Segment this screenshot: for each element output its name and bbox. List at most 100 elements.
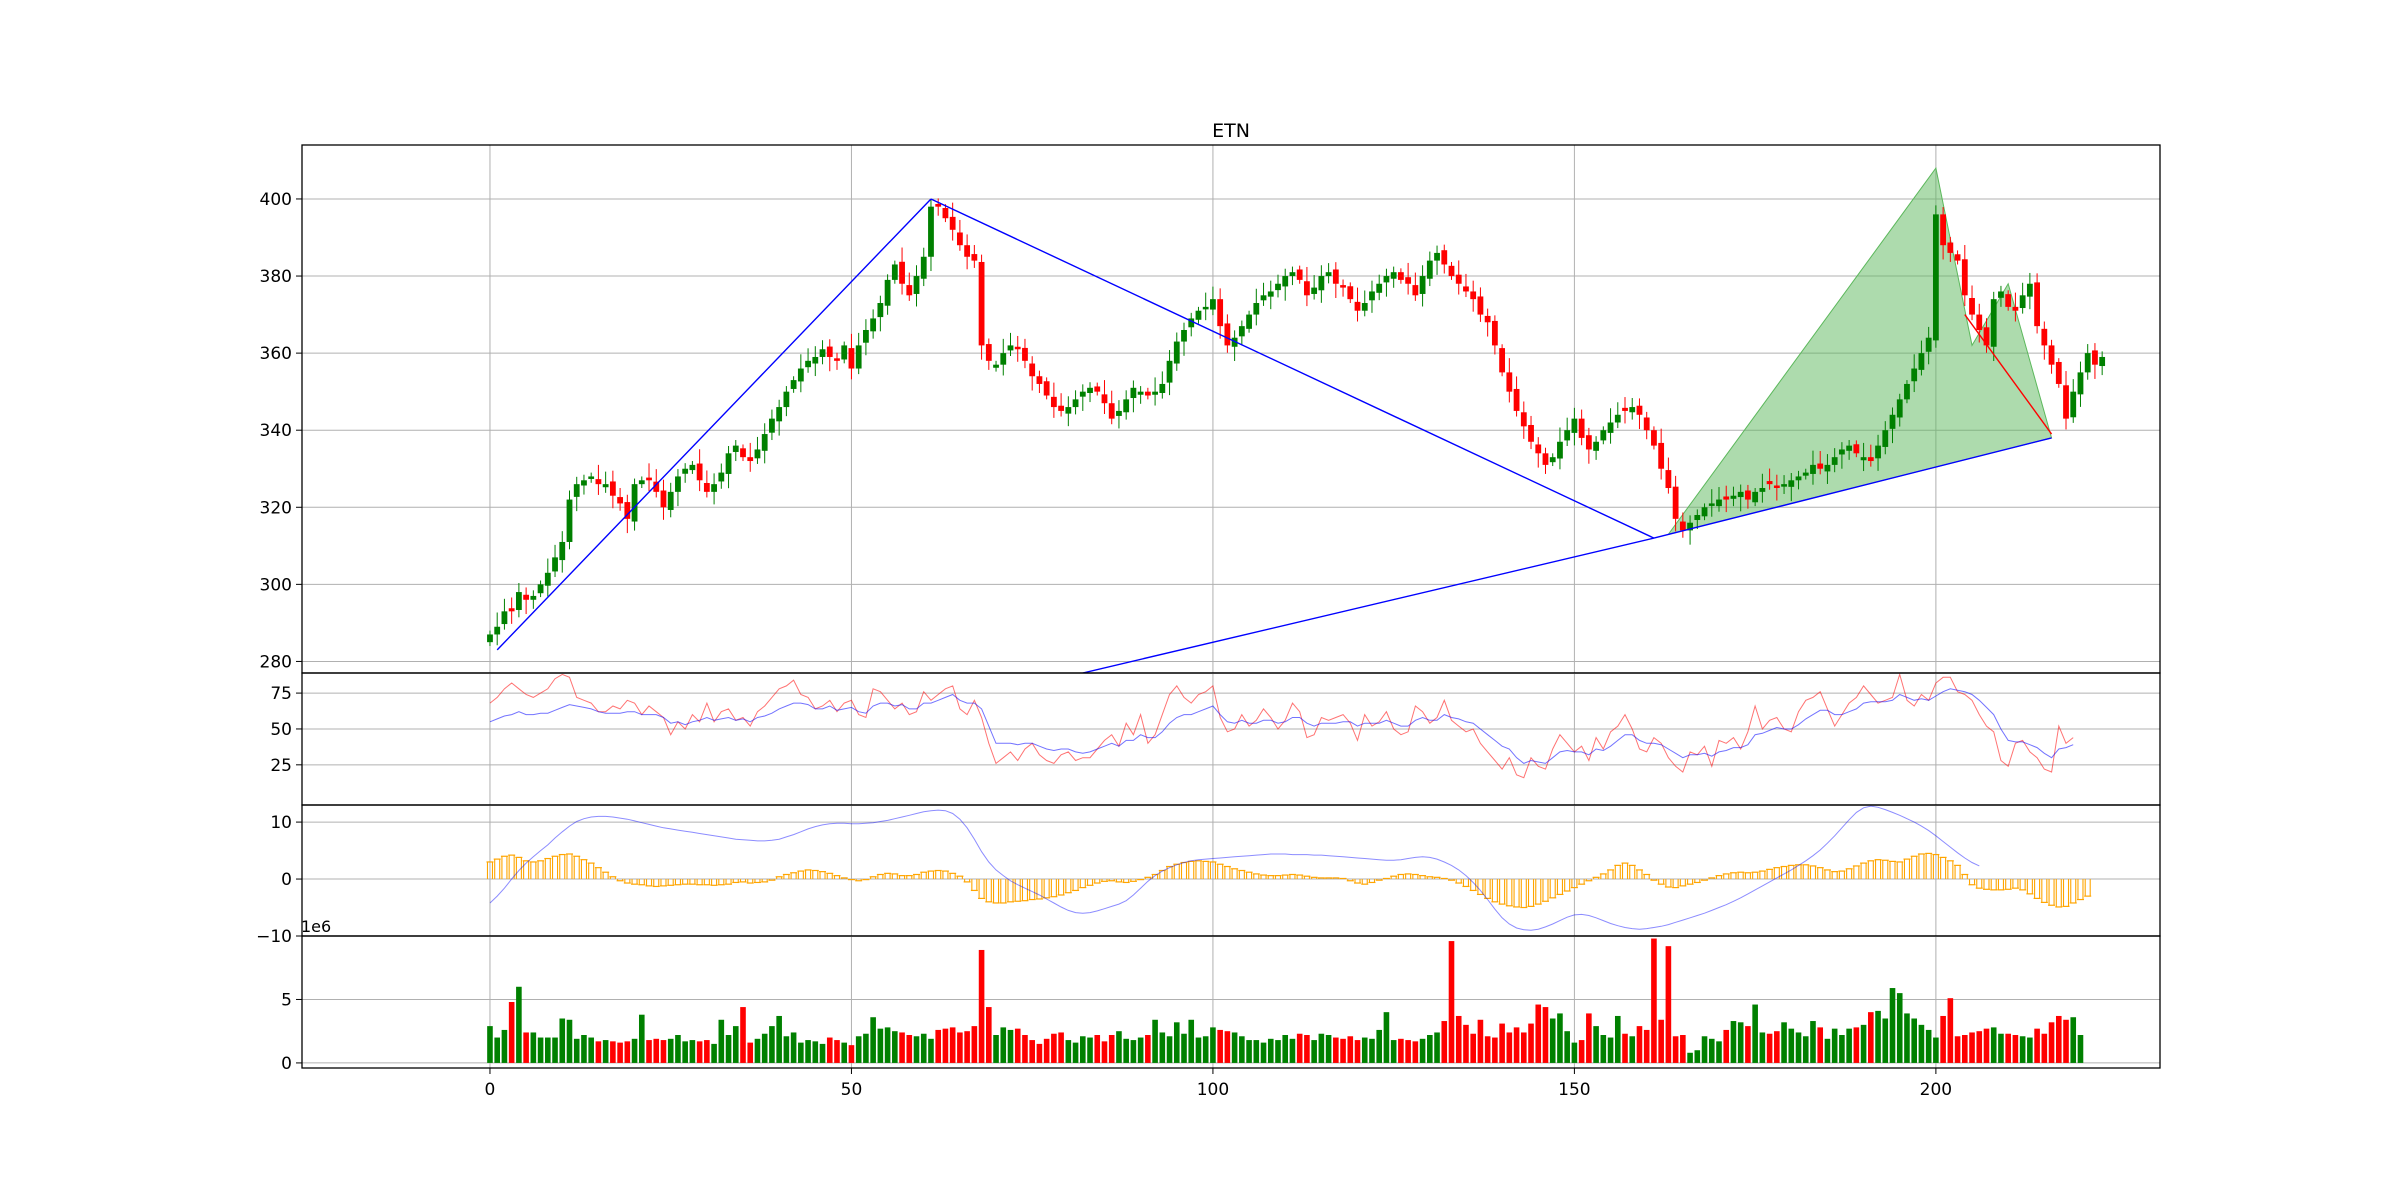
volume-bar [1774, 1031, 1780, 1063]
candle-up [884, 279, 891, 306]
volume-bar [812, 1041, 819, 1063]
volume-bar [516, 986, 522, 1063]
price-panel: 280 300 320 340 360 380 400 [260, 144, 2161, 674]
volume-bar [776, 1015, 782, 1063]
candle-down [1144, 391, 1151, 396]
volume-bar [1318, 1033, 1325, 1063]
volume-bar [964, 1031, 970, 1063]
price-ytick-label: 300 [260, 575, 292, 595]
volume-bar [1188, 1019, 1195, 1063]
volume-bar [2077, 1035, 2084, 1063]
volume-bar [790, 1032, 797, 1063]
trendline [930, 198, 1655, 539]
volume-bar [1123, 1038, 1129, 1063]
volume-bar [1376, 1029, 1383, 1063]
candle-down [646, 477, 652, 481]
candle-down [1622, 407, 1628, 411]
candle-up [1716, 499, 1722, 507]
price-ytick-label: 360 [260, 344, 292, 364]
volume-bar [1737, 1022, 1744, 1063]
volume-bar [1925, 1029, 1932, 1063]
candle-up [573, 484, 580, 497]
candle-down [2012, 306, 2019, 311]
candle-up [631, 484, 638, 522]
volume-bar [1976, 1031, 1983, 1063]
volume-bar [805, 1040, 811, 1063]
volume-bar [2012, 1035, 2019, 1063]
volume-bar [1933, 1037, 1939, 1063]
candle-up [1369, 291, 1375, 301]
candle-down [1043, 381, 1050, 396]
trendline [496, 198, 932, 651]
candle-up [1159, 383, 1166, 394]
volume-bar [1217, 1029, 1223, 1063]
volume-bar [1210, 1027, 1216, 1063]
candle-up [711, 484, 717, 492]
volume-bar [1145, 1035, 1151, 1063]
volume-bar [1990, 1027, 1997, 1063]
candle-down [1578, 418, 1585, 438]
candle-down [1405, 277, 1412, 284]
volume-bar [646, 1040, 652, 1063]
candle-down [523, 594, 530, 600]
volume-bar [1441, 1021, 1448, 1063]
volume-bar [1484, 1036, 1491, 1063]
volume-bar [1896, 993, 1903, 1063]
xtick-label: 100 [1197, 1080, 1229, 1100]
candle-up [1882, 430, 1889, 447]
volume-bar [1477, 1019, 1484, 1063]
x-axis: 0 50 100 150 200 [485, 1068, 1952, 1100]
candle-up [1614, 414, 1621, 423]
candle-down [1340, 285, 1346, 288]
macd-line [489, 805, 1980, 931]
volume-bar [1998, 1033, 2004, 1063]
macd-ytick-label: 0 [281, 870, 292, 890]
candle-up [732, 445, 739, 452]
volume-bar [617, 1042, 623, 1063]
candle-up [1181, 329, 1187, 342]
candle-up [769, 418, 775, 433]
candle-down [1296, 269, 1303, 280]
volume-bar [1260, 1042, 1267, 1063]
volume-bar [892, 1031, 898, 1063]
volume-bar [667, 1038, 674, 1063]
candle-down [1665, 470, 1672, 489]
candle-down [696, 463, 703, 481]
volume-bar [819, 1043, 826, 1063]
volume-bar [1846, 1028, 1852, 1063]
volume-bar [1600, 1035, 1607, 1063]
volume-bar [1246, 1040, 1252, 1063]
volume-bar [559, 1018, 566, 1063]
candle-up [1318, 276, 1325, 291]
rsi-ytick-label: 75 [270, 684, 292, 704]
volume-bar [1239, 1036, 1245, 1063]
volume-bar [1427, 1035, 1433, 1063]
volume-bar [1419, 1038, 1426, 1063]
rsi-panel: 25 50 75 [270, 672, 2161, 806]
candle-up [725, 453, 732, 474]
volume-bar [1333, 1037, 1339, 1063]
volume-bar [1463, 1024, 1469, 1063]
candle-up [1325, 272, 1332, 277]
candle-up [1361, 303, 1368, 311]
candle-down [1961, 259, 1968, 296]
candle-down [906, 285, 913, 296]
chart-title: ETN [1212, 120, 1250, 142]
volume-bar [913, 1036, 920, 1063]
candle-down [1636, 405, 1643, 415]
candle-down [942, 208, 949, 219]
volume-bar [732, 1026, 739, 1063]
volume-bar [1231, 1032, 1238, 1063]
volume-bar [949, 1027, 956, 1063]
candle-down [1723, 496, 1730, 500]
volume-bar [602, 1040, 609, 1063]
candle-up [675, 476, 681, 492]
candle-down [834, 358, 840, 361]
candle-down [1528, 424, 1534, 442]
volume-bar [1101, 1041, 1108, 1063]
candle-down [508, 608, 515, 612]
volume-bar [1911, 1018, 1917, 1063]
candle-down [1745, 490, 1751, 500]
candle-down [1542, 453, 1549, 465]
